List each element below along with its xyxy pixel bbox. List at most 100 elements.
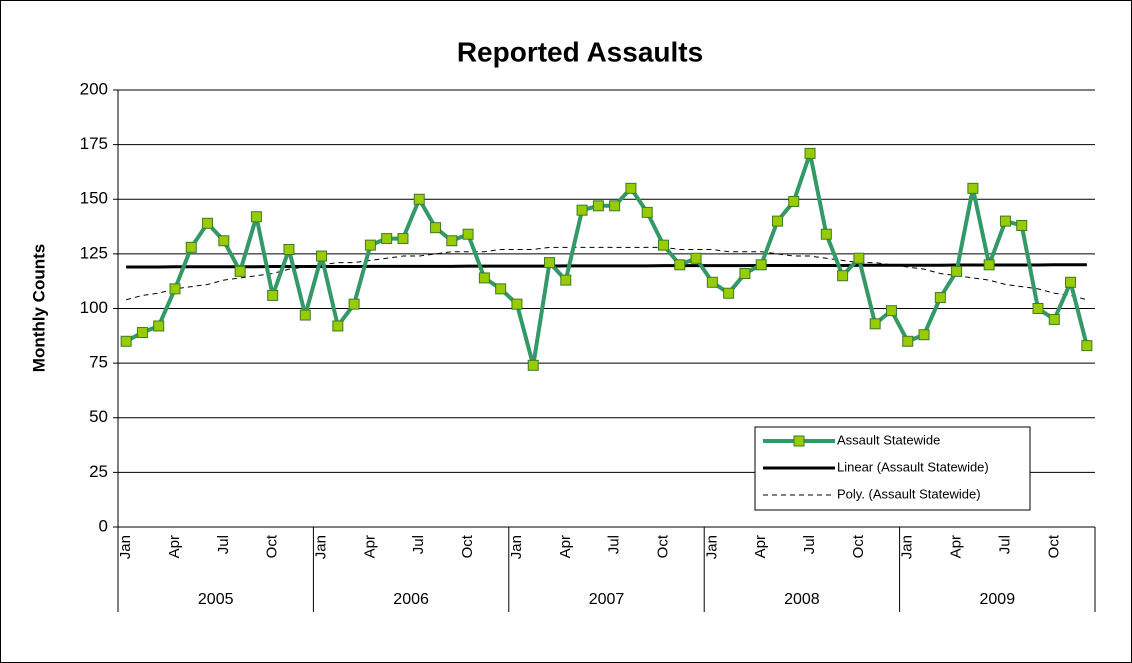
- data-marker: [430, 222, 442, 234]
- x-tick-label: Jul: [410, 535, 427, 554]
- data-marker: [918, 329, 930, 341]
- x-tick-label: Jan: [313, 535, 330, 559]
- y-tick-label: 25: [89, 462, 108, 481]
- x-tick-label: Jan: [899, 535, 916, 559]
- x-tick-label: Oct: [850, 534, 867, 558]
- series-line: [126, 246, 1087, 301]
- data-marker: [202, 217, 214, 229]
- x-tick-label: Oct: [459, 534, 476, 558]
- data-marker: [755, 259, 767, 271]
- data-marker: [544, 257, 556, 269]
- data-marker: [397, 233, 409, 245]
- data-marker: [153, 320, 165, 332]
- x-tick-label: Apr: [752, 535, 769, 558]
- data-marker: [560, 274, 572, 286]
- data-marker: [364, 239, 376, 251]
- data-marker: [120, 335, 132, 347]
- legend-label: Poly. (Assault Statewide): [837, 486, 981, 501]
- y-tick-label: 175: [80, 134, 108, 153]
- data-marker: [381, 233, 393, 245]
- x-tick-label: Jan: [703, 535, 720, 559]
- data-marker: [820, 228, 832, 240]
- data-marker: [185, 241, 197, 253]
- data-marker: [804, 147, 816, 159]
- data-marker: [869, 318, 881, 330]
- data-marker: [739, 268, 751, 280]
- data-marker: [511, 298, 523, 310]
- data-marker: [641, 206, 653, 218]
- data-marker: [446, 235, 458, 247]
- data-marker: [267, 289, 279, 301]
- data-marker: [1032, 303, 1044, 314]
- y-tick-label: 150: [80, 189, 108, 208]
- x-tick-label: Apr: [166, 535, 183, 558]
- y-tick-label: 100: [80, 298, 108, 317]
- x-tick-label: Jul: [801, 535, 818, 554]
- x-tick-label: Oct: [654, 534, 671, 558]
- x-tick-label: Jan: [117, 535, 134, 559]
- data-marker: [983, 259, 995, 271]
- data-marker: [609, 200, 621, 212]
- x-tick-label: Oct: [1045, 534, 1062, 558]
- data-marker: [250, 211, 262, 223]
- data-marker: [657, 239, 669, 251]
- data-marker: [625, 182, 637, 194]
- data-marker: [316, 250, 328, 262]
- data-marker: [576, 204, 588, 216]
- data-marker: [788, 195, 800, 207]
- data-marker: [348, 298, 360, 310]
- data-marker: [1065, 276, 1077, 288]
- data-marker: [902, 335, 914, 347]
- data-marker: [169, 283, 181, 295]
- data-marker: [218, 235, 230, 247]
- data-marker: [934, 292, 946, 304]
- legend-label: Linear (Assault Statewide): [837, 459, 989, 474]
- x-tick-label: Apr: [557, 535, 574, 558]
- x-tick-label: Jul: [996, 535, 1013, 554]
- data-marker: [413, 193, 425, 205]
- y-tick-label: 200: [80, 79, 108, 98]
- y-tick-label: 75: [89, 353, 108, 372]
- y-tick-label: 50: [89, 407, 108, 426]
- x-group-label: 2008: [784, 591, 820, 608]
- data-marker: [1081, 340, 1093, 352]
- x-tick-label: Oct: [264, 534, 281, 558]
- data-marker: [853, 252, 865, 264]
- y-tick-label: 0: [99, 516, 108, 535]
- data-marker: [690, 252, 702, 264]
- data-marker: [478, 272, 490, 284]
- y-axis-label: Monthly Counts: [29, 244, 48, 372]
- data-marker: [999, 215, 1011, 227]
- data-marker: [283, 244, 295, 256]
- x-group-label: 2006: [393, 591, 429, 608]
- x-tick-label: Jul: [606, 535, 623, 554]
- data-marker: [951, 265, 963, 277]
- x-tick-label: Jan: [508, 535, 525, 559]
- x-group-label: 2005: [198, 591, 234, 608]
- data-marker: [837, 270, 849, 282]
- legend-marker: [793, 435, 805, 447]
- data-marker: [495, 283, 507, 295]
- data-marker: [706, 276, 718, 288]
- data-marker: [723, 287, 735, 299]
- x-group-label: 2009: [980, 591, 1016, 608]
- data-marker: [885, 305, 897, 317]
- data-marker: [592, 200, 604, 212]
- data-marker: [527, 359, 539, 371]
- data-marker: [234, 265, 246, 277]
- x-tick-label: Apr: [948, 535, 965, 558]
- data-marker: [1016, 219, 1028, 231]
- series-line: [125, 151, 1089, 368]
- data-marker: [967, 182, 979, 194]
- x-tick-label: Apr: [361, 535, 378, 558]
- chart-title: Reported Assaults: [457, 36, 703, 67]
- legend-label: Assault Statewide: [837, 432, 940, 447]
- data-marker: [674, 259, 686, 271]
- data-marker: [332, 320, 344, 332]
- data-marker: [136, 327, 148, 339]
- series-line: [126, 263, 1087, 269]
- y-tick-label: 125: [80, 243, 108, 262]
